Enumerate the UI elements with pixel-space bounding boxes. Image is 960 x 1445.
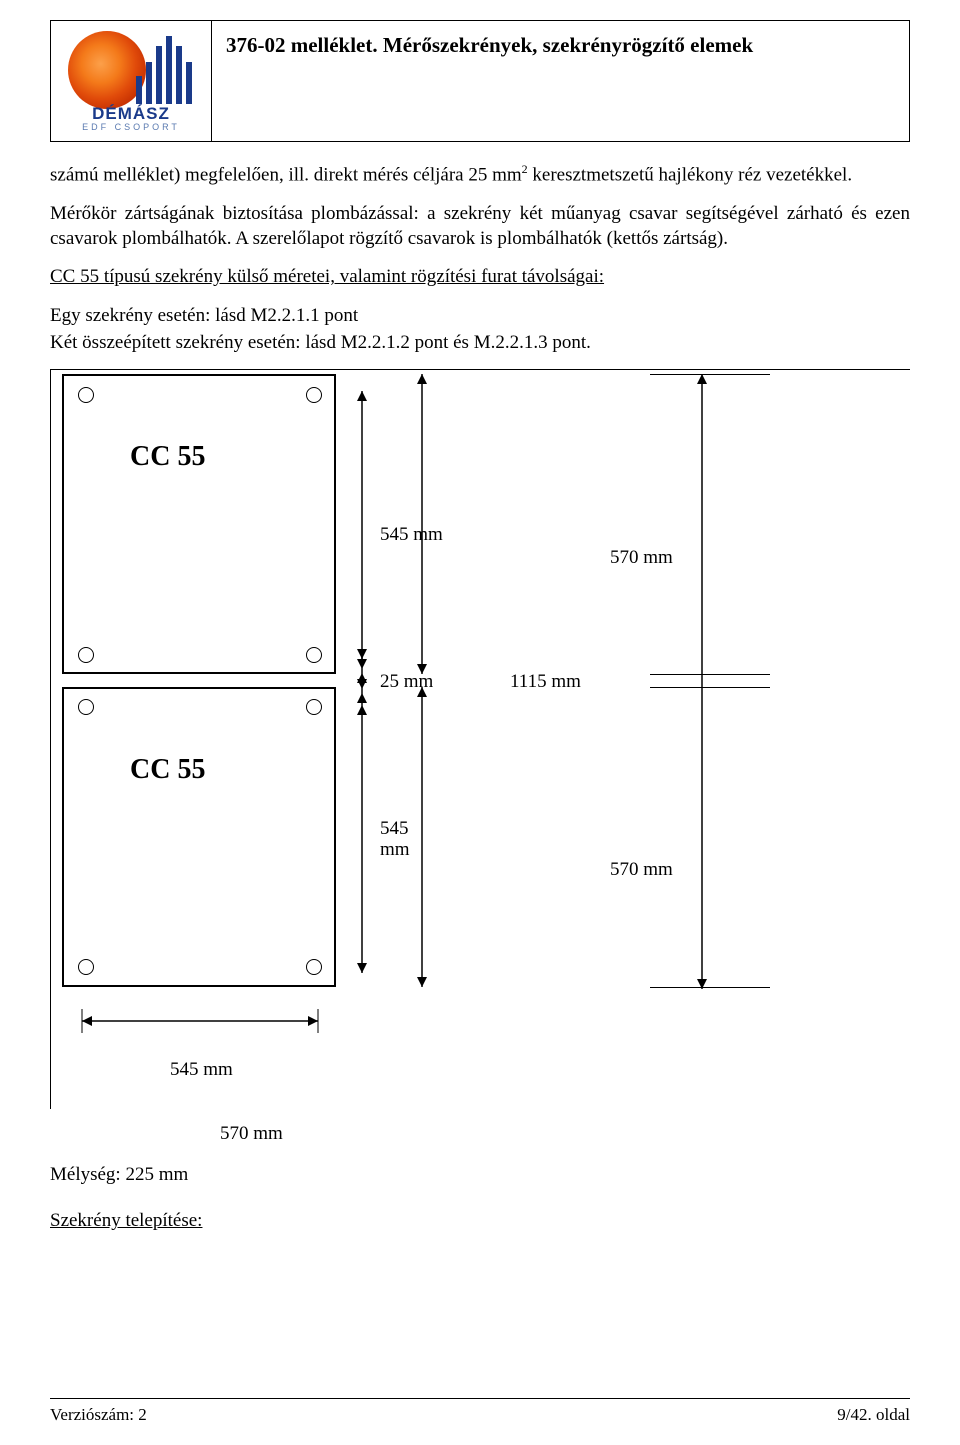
dim-570-upper-label: 570 mm: [610, 547, 673, 569]
dim-25: [350, 657, 380, 705]
logo-sphere-icon: [68, 31, 146, 109]
paragraph-3: CC 55 típusú szekrény külső méretei, val…: [50, 265, 910, 290]
cc-label-upper: CC 55: [130, 441, 205, 473]
dim-545-lower-b: mm: [380, 840, 410, 861]
cabinet-upper: [62, 374, 336, 674]
logo: DÉMÁSZ EDF CSOPORT: [56, 26, 206, 136]
dim-545-horiz-label: 545 mm: [170, 1059, 233, 1081]
footer-page: 9/42. oldal: [837, 1405, 910, 1425]
paragraph-1: számú melléklet) megfelelően, ill. direk…: [50, 162, 910, 188]
paragraph-5: Két összeépített szekrény esetén: lásd M…: [50, 331, 910, 356]
guide-left: [50, 369, 51, 1109]
ext-1115-top: [650, 374, 770, 375]
cabinet-lower: [62, 687, 336, 987]
ext-1115-bot: [650, 987, 770, 988]
dim-1115: [690, 374, 720, 989]
width-outer-label: 570 mm: [220, 1119, 910, 1149]
logo-brand: DÉMÁSZ: [56, 104, 206, 124]
below-diagram-text: 570 mm Mélység: 225 mm Szekrény telepíté…: [50, 1119, 910, 1236]
p1-a: számú melléklet) megfelelően, ill. direk…: [50, 164, 522, 185]
footer: Verziószám: 2 9/42. oldal: [50, 1398, 910, 1425]
dim-545-lower: [350, 705, 380, 973]
logo-sub: EDF CSOPORT: [56, 122, 206, 132]
paragraph-2: Mérőkör zártságának biztosítása plombázá…: [50, 202, 910, 251]
install-heading: Szekrény telepítése:: [50, 1206, 910, 1236]
dim-570-lower: [410, 687, 440, 987]
dim-1115-label: 1115 mm: [510, 671, 581, 693]
cc-label-lower: CC 55: [130, 754, 205, 786]
footer-version: Verziószám: 2: [50, 1405, 147, 1425]
header-table: DÉMÁSZ EDF CSOPORT 376-02 melléklet. Mér…: [50, 20, 910, 142]
depth-label: Mélység: 225 mm: [50, 1160, 910, 1190]
diagram: CC 55 CC 55 545 mm 570 mm 25 mm 1115 mm: [50, 369, 910, 1109]
paragraph-4: Egy szekrény esetén: lásd M2.2.1.1 pont: [50, 304, 910, 329]
logo-bars-icon: [136, 34, 192, 104]
guide-top: [50, 369, 910, 370]
ext-1115-mid2: [650, 687, 770, 688]
dim-545-horiz: [82, 1009, 318, 1039]
p1-b: keresztmetszetű hajlékony réz vezetékkel…: [528, 164, 852, 185]
logo-cell: DÉMÁSZ EDF CSOPORT: [51, 21, 212, 142]
document-title: 376-02 melléklet. Mérőszekrények, szekré…: [212, 21, 910, 142]
ext-1115-mid1: [650, 674, 770, 675]
dim-570-upper: [410, 374, 440, 674]
dim-545-upper: [350, 391, 380, 659]
dim-570-lower-label: 570 mm: [610, 859, 673, 881]
dim-545-lower-a: 545: [380, 819, 409, 840]
